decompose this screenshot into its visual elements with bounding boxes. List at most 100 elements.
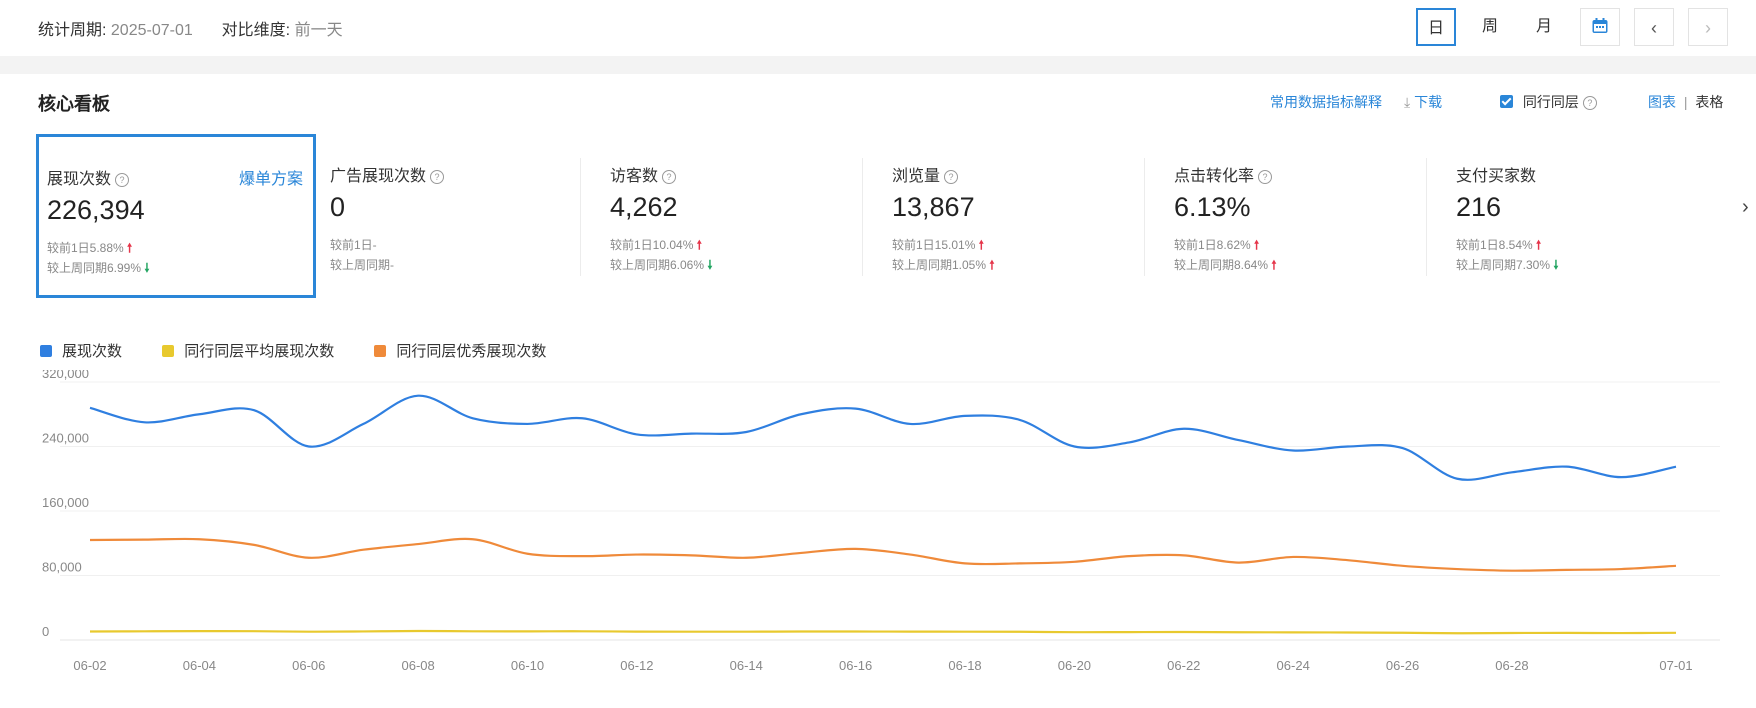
x-tick-label: 06-14 <box>730 658 763 673</box>
x-tick-label: 06-24 <box>1277 658 1310 673</box>
arrow-up-icon: 🠕 <box>1536 238 1542 252</box>
x-tick-label: 06-28 <box>1495 658 1528 673</box>
view-table-toggle[interactable]: 表格 <box>1695 94 1724 110</box>
x-tick-label: 06-20 <box>1058 658 1091 673</box>
x-tick-label: 06-10 <box>511 658 544 673</box>
card-value: 226,394 <box>47 195 145 225</box>
x-tick-label: 06-06 <box>292 658 325 673</box>
panel-title: 核心看板 <box>38 94 110 114</box>
arrow-up-icon: 🠕 <box>696 238 702 252</box>
arrow-up-icon: 🠕 <box>1271 258 1277 272</box>
granularity-day-button[interactable]: 日 <box>1416 8 1456 46</box>
download-icon: ⤓ <box>1404 94 1411 110</box>
boost-plan-link[interactable]: 爆单方案 <box>238 171 303 188</box>
card-label: 展现次数 <box>47 171 112 188</box>
metric-card-paying-buyers[interactable]: 支付买家数 216 较前1日8.54% 🠕 较上周同期7.30% 🠗 <box>1448 134 1728 298</box>
x-tick-label: 06-18 <box>948 658 981 673</box>
series-line-peer-excellent[interactable] <box>89 537 1677 572</box>
help-icon[interactable]: ? <box>662 170 677 184</box>
card-label: 支付买家数 <box>1456 168 1537 185</box>
x-tick-label: 06-02 <box>73 658 106 673</box>
card-compare-week: 较上周同期7.30% <box>1456 258 1551 272</box>
arrow-down-icon: 🠗 <box>707 258 713 272</box>
card-label: 广告展现次数 <box>330 168 427 185</box>
card-label: 访客数 <box>610 168 659 185</box>
card-compare-day: 较前1日8.62% <box>1174 238 1251 252</box>
peer-checkbox[interactable]: 同行同层? <box>1500 92 1597 112</box>
legend-item-peer-average[interactable]: 同行同层平均展现次数 <box>162 340 334 361</box>
card-value: 13,867 <box>892 192 975 222</box>
card-divider <box>580 158 581 276</box>
help-icon[interactable]: ? <box>944 170 959 184</box>
card-label: 浏览量 <box>892 168 941 185</box>
card-value: 4,262 <box>610 192 678 222</box>
card-compare-week: 较上周同期6.06% <box>610 258 705 272</box>
chevron-right-icon[interactable]: › <box>1688 8 1728 46</box>
metric-card-click-conversion[interactable]: 点击转化率? 6.13% 较前1日8.62% 🠕 较上周同期8.64% 🠕 <box>1166 134 1446 298</box>
card-compare-week: 较上周同期6.99% <box>47 261 142 275</box>
card-divider <box>1144 158 1145 276</box>
metrics-help-link[interactable]: 常用数据指标解释 <box>1270 94 1382 110</box>
card-divider <box>1426 158 1427 276</box>
card-compare-day: 较前1日15.01% <box>892 238 976 252</box>
card-compare-day: 较前1日5.88% <box>47 241 124 255</box>
card-compare-week: 较上周同期8.64% <box>1174 258 1269 272</box>
download-button[interactable]: ⤓ 下载 <box>1404 94 1443 110</box>
help-icon[interactable]: ? <box>115 173 130 187</box>
view-divider: | <box>1683 94 1688 110</box>
card-label: 点击转化率 <box>1174 168 1255 185</box>
x-tick-label: 06-04 <box>183 658 216 673</box>
cards-next-chevron-icon[interactable]: › <box>1742 196 1749 218</box>
series-line-peer-average[interactable] <box>89 629 1677 635</box>
legend-item-peer-excellent[interactable]: 同行同层优秀展现次数 <box>374 340 546 361</box>
arrow-up-icon: 🠕 <box>989 258 995 272</box>
metric-card-impressions[interactable]: 展现次数? 爆单方案 226,394 较前1日5.88% 🠕 较上周同期6.99… <box>36 134 316 298</box>
metric-card-ad-impressions[interactable]: 广告展现次数? 0 较前1日- 较上周同期- <box>322 134 602 298</box>
filter-bar: 统计周期: 2025-07-01 对比维度: 前一天 日 周 月 ‹ › <box>0 0 1756 56</box>
card-compare-week: 较上周同期- <box>330 258 394 272</box>
card-compare-day: 较前1日- <box>330 238 377 252</box>
trend-line-chart: 0 80,000 160,000 240,000 320,000 06-02 06-04 06… <box>42 370 1720 673</box>
card-divider <box>862 158 863 276</box>
x-tick-label: 06-22 <box>1167 658 1200 673</box>
x-tick-label: 06-12 <box>620 658 653 673</box>
x-tick-label: 06-26 <box>1386 658 1419 673</box>
help-icon[interactable]: ? <box>430 170 445 184</box>
checkbox-checked-icon <box>1500 95 1513 108</box>
compare-label: 对比维度: <box>221 22 291 39</box>
period-value[interactable]: 2025-07-01 <box>110 22 193 39</box>
legend-item-impressions[interactable]: 展现次数 <box>40 340 122 361</box>
view-chart-toggle[interactable]: 图表 <box>1648 94 1676 110</box>
calendar-icon[interactable] <box>1580 8 1620 46</box>
card-value: 216 <box>1456 192 1502 222</box>
compare-value[interactable]: 前一天 <box>294 22 343 39</box>
chart-legend: 展现次数 同行同层平均展现次数 同行同层优秀展现次数 <box>40 340 582 361</box>
arrow-up-icon: 🠕 <box>978 238 984 252</box>
metric-card-pageviews[interactable]: 浏览量? 13,867 较前1日15.01% 🠕 较上周同期1.05% 🠕 <box>884 134 1164 298</box>
metric-card-visitors[interactable]: 访客数? 4,262 较前1日10.04% 🠕 较上周同期6.06% 🠗 <box>602 134 882 298</box>
card-compare-week: 较上周同期1.05% <box>892 258 987 272</box>
x-tick-label: 06-08 <box>402 658 435 673</box>
help-icon[interactable]: ? <box>1258 170 1273 184</box>
granularity-week-button[interactable]: 周 <box>1481 18 1498 35</box>
period-info: 统计周期: 2025-07-01 对比维度: 前一天 <box>38 16 343 40</box>
arrow-up-icon: 🠕 <box>127 241 133 255</box>
period-label: 统计周期: <box>38 22 107 39</box>
y-tick-label: 240,000 <box>42 431 89 446</box>
series-line-impressions[interactable] <box>89 394 1677 481</box>
y-tick-label: 0 <box>42 624 49 639</box>
card-compare-day: 较前1日10.04% <box>610 238 694 252</box>
y-tick-label: 320,000 <box>42 370 89 381</box>
arrow-up-icon: 🠕 <box>1254 238 1260 252</box>
x-tick-label: 07-01 <box>1659 658 1692 673</box>
x-tick-label: 06-16 <box>839 658 872 673</box>
card-compare-day: 较前1日8.54% <box>1456 238 1533 252</box>
chevron-left-icon[interactable]: ‹ <box>1634 8 1674 46</box>
card-value: 6.13% <box>1174 192 1251 222</box>
arrow-down-icon: 🠗 <box>1553 258 1559 272</box>
granularity-month-button[interactable]: 月 <box>1535 18 1552 35</box>
card-value: 0 <box>330 192 346 222</box>
arrow-down-icon: 🠗 <box>144 261 150 275</box>
help-icon[interactable]: ? <box>1582 96 1597 110</box>
section-divider <box>0 56 1756 74</box>
